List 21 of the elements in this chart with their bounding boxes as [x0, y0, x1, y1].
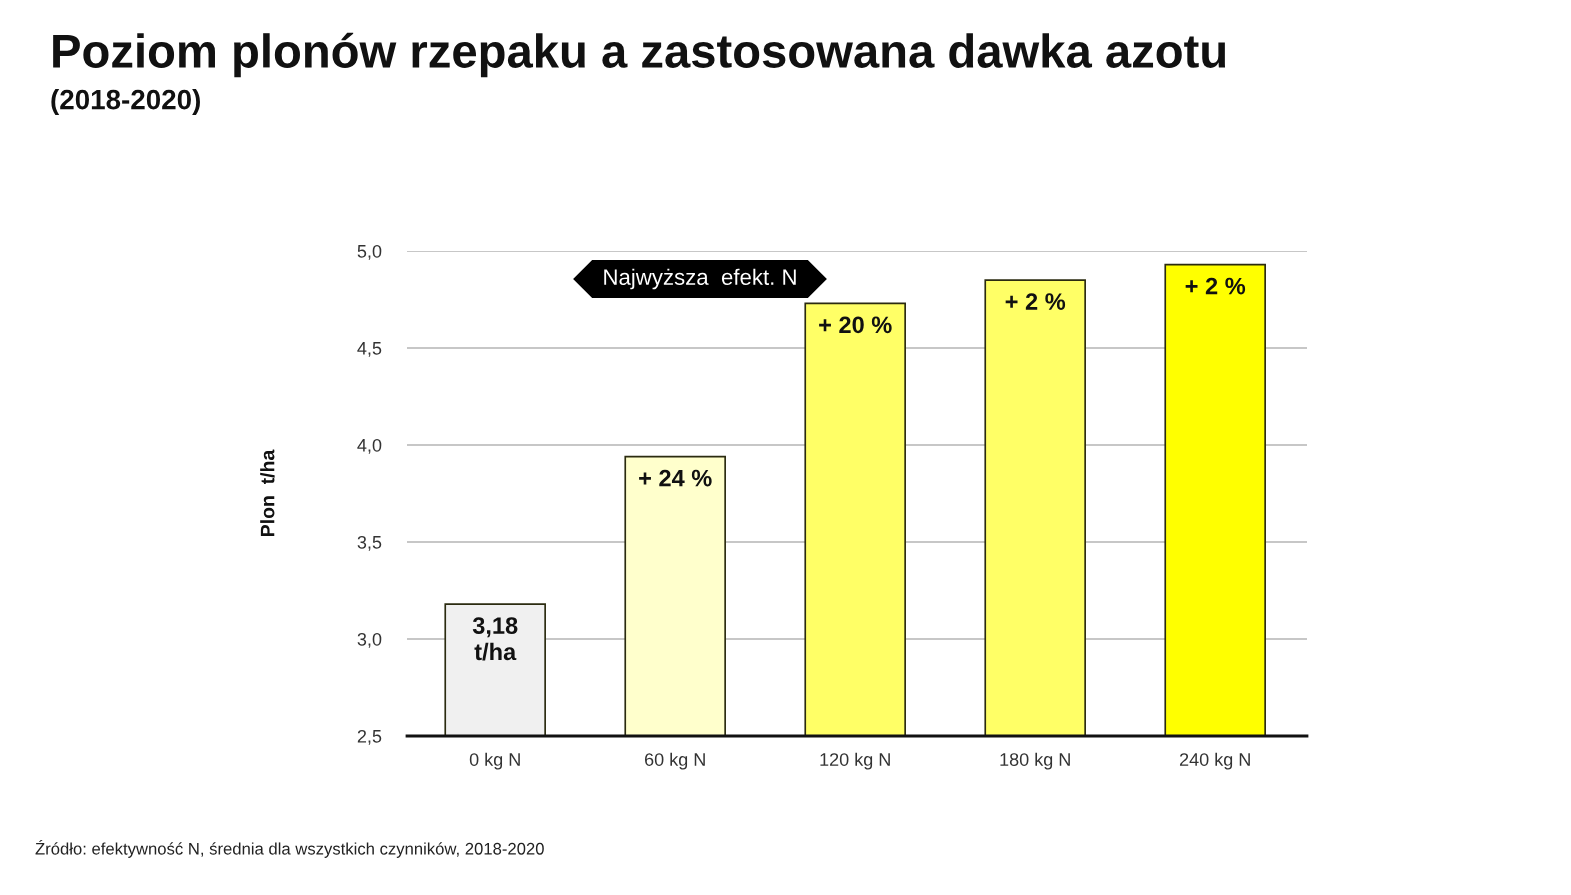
x-tick-label: 60 kg N	[645, 752, 705, 770]
text: Źródło: efektywność N, średnia dla wszystkich czynników, 2018-2020	[35, 840, 544, 858]
y-tick-label: 2,5	[357, 729, 382, 745]
annotation: + 2 %	[1005, 293, 1066, 310]
x-tick-label: 120 kg N	[820, 752, 890, 770]
y-tick-label: 3,5	[357, 535, 382, 551]
x-tick-label: 240 kg N	[1179, 752, 1250, 770]
y-tick-label: 5,0	[357, 244, 382, 260]
y-tick-label: 4,5	[357, 342, 382, 357]
annotation: + 20 %	[819, 316, 892, 334]
y-axis-title: Plon t/ha	[260, 449, 275, 536]
annotation: Najwyższa efekt. N	[604, 268, 796, 290]
text: (2018-2020)	[51, 89, 200, 115]
x-tick-label: 0 kg N	[469, 752, 520, 770]
data-label: 3,18 t/ha	[472, 617, 518, 661]
y-tick-label: 4,0	[357, 438, 382, 454]
y-tick-label: 3,0	[357, 632, 382, 648]
annotation: + 2 %	[1185, 277, 1246, 295]
chart-title: Poziom plonów rzepaku a zastosowana dawka azotu	[53, 32, 1226, 78]
x-tick-label: 180 kg N	[1000, 752, 1070, 770]
annotation: + 24 %	[639, 469, 712, 487]
